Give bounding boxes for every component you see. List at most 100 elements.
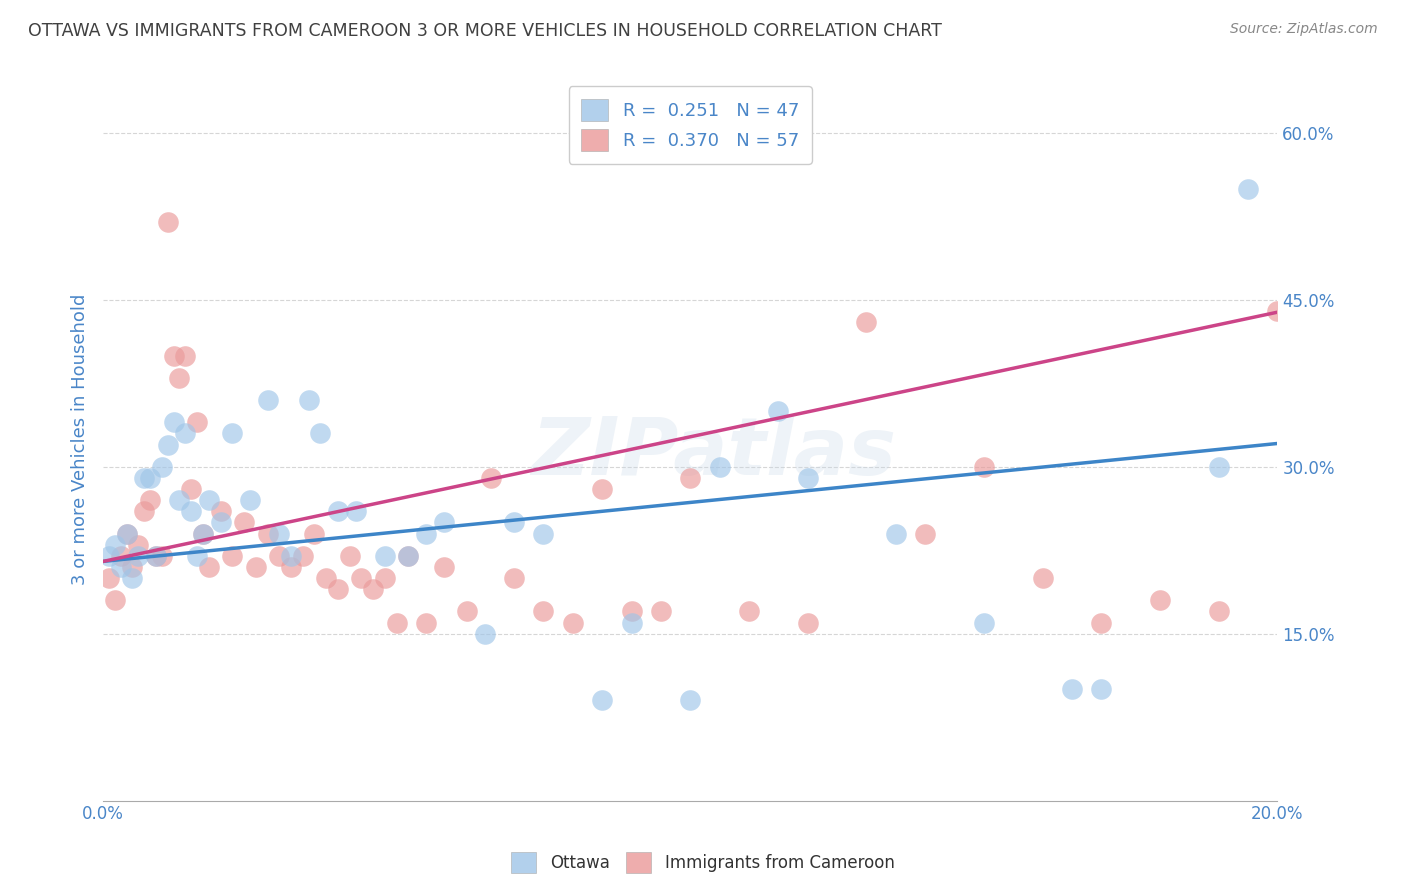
Point	[1149, 593, 1171, 607]
Point	[620, 605, 643, 619]
Point	[479, 471, 502, 485]
Point	[620, 615, 643, 630]
Point	[150, 549, 173, 563]
Point	[396, 549, 419, 563]
Point	[110, 560, 132, 574]
Point	[474, 626, 496, 640]
Text: OTTAWA VS IMMIGRANTS FROM CAMEROON 3 OR MORE VEHICLES IN HOUSEHOLD CORRELATION C: OTTAWA VS IMMIGRANTS FROM CAMEROON 3 OR …	[28, 22, 942, 40]
Point	[396, 549, 419, 563]
Point	[104, 593, 127, 607]
Point	[162, 415, 184, 429]
Point	[134, 504, 156, 518]
Point	[1090, 682, 1112, 697]
Point	[1031, 571, 1053, 585]
Point	[456, 605, 478, 619]
Point	[98, 549, 121, 563]
Point	[796, 471, 818, 485]
Y-axis label: 3 or more Vehicles in Household: 3 or more Vehicles in Household	[72, 293, 89, 585]
Point	[169, 493, 191, 508]
Point	[385, 615, 408, 630]
Point	[315, 571, 337, 585]
Point	[280, 560, 302, 574]
Point	[298, 393, 321, 408]
Point	[326, 582, 349, 597]
Point	[591, 693, 613, 707]
Point	[650, 605, 672, 619]
Point	[350, 571, 373, 585]
Point	[374, 549, 396, 563]
Point	[269, 526, 291, 541]
Point	[169, 371, 191, 385]
Point	[374, 571, 396, 585]
Point	[209, 516, 232, 530]
Point	[884, 526, 907, 541]
Point	[1208, 605, 1230, 619]
Point	[221, 426, 243, 441]
Point	[139, 471, 162, 485]
Point	[104, 538, 127, 552]
Point	[191, 526, 214, 541]
Point	[326, 504, 349, 518]
Point	[150, 459, 173, 474]
Point	[361, 582, 384, 597]
Point	[245, 560, 267, 574]
Point	[198, 560, 221, 574]
Legend: R =  0.251   N = 47, R =  0.370   N = 57: R = 0.251 N = 47, R = 0.370 N = 57	[568, 87, 811, 164]
Point	[174, 349, 197, 363]
Point	[533, 605, 555, 619]
Point	[591, 482, 613, 496]
Point	[533, 526, 555, 541]
Point	[433, 516, 456, 530]
Text: ZIPatlas: ZIPatlas	[531, 415, 896, 492]
Point	[304, 526, 326, 541]
Point	[280, 549, 302, 563]
Point	[174, 426, 197, 441]
Point	[309, 426, 332, 441]
Point	[239, 493, 262, 508]
Point	[339, 549, 361, 563]
Point	[198, 493, 221, 508]
Point	[973, 615, 995, 630]
Point	[503, 571, 526, 585]
Point	[162, 349, 184, 363]
Point	[191, 526, 214, 541]
Point	[145, 549, 167, 563]
Point	[855, 315, 877, 329]
Point	[344, 504, 367, 518]
Point	[1324, 615, 1347, 630]
Point	[679, 471, 702, 485]
Legend: Ottawa, Immigrants from Cameroon: Ottawa, Immigrants from Cameroon	[505, 846, 901, 880]
Point	[415, 526, 437, 541]
Point	[121, 560, 143, 574]
Point	[233, 516, 256, 530]
Point	[433, 560, 456, 574]
Point	[127, 549, 149, 563]
Point	[973, 459, 995, 474]
Point	[1208, 459, 1230, 474]
Point	[768, 404, 790, 418]
Point	[134, 471, 156, 485]
Point	[115, 526, 138, 541]
Point	[145, 549, 167, 563]
Point	[221, 549, 243, 563]
Point	[415, 615, 437, 630]
Point	[1090, 615, 1112, 630]
Point	[186, 549, 208, 563]
Point	[256, 526, 278, 541]
Point	[180, 482, 202, 496]
Point	[561, 615, 583, 630]
Point	[186, 415, 208, 429]
Point	[291, 549, 314, 563]
Point	[139, 493, 162, 508]
Point	[121, 571, 143, 585]
Point	[679, 693, 702, 707]
Point	[914, 526, 936, 541]
Point	[110, 549, 132, 563]
Point	[796, 615, 818, 630]
Point	[180, 504, 202, 518]
Point	[269, 549, 291, 563]
Point	[1267, 304, 1289, 318]
Point	[1060, 682, 1083, 697]
Point	[98, 571, 121, 585]
Point	[1237, 182, 1260, 196]
